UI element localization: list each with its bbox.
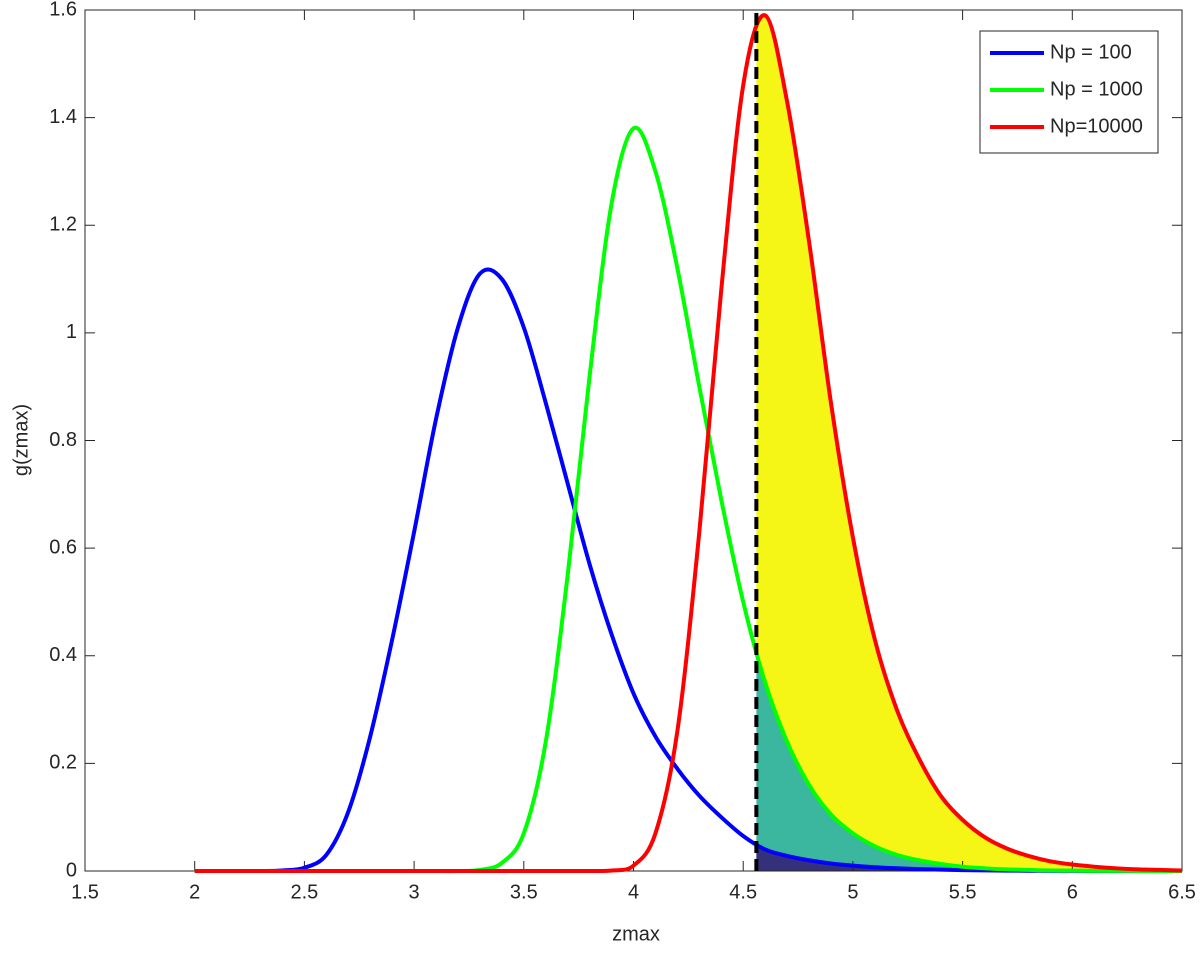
legend-label: Np=10000 xyxy=(1050,115,1143,137)
x-tick-label: 4 xyxy=(628,881,639,903)
x-tick-label: 5 xyxy=(847,881,858,903)
x-tick-label: 2.5 xyxy=(290,881,318,903)
y-tick-label: 1.4 xyxy=(49,106,77,128)
y-tick-label: 0 xyxy=(66,859,77,881)
x-tick-label: 2 xyxy=(189,881,200,903)
series-line xyxy=(194,13,1183,874)
y-tick-label: 0.4 xyxy=(49,644,77,666)
x-tick-label: 3 xyxy=(409,881,420,903)
y-tick-label: 0.6 xyxy=(49,536,77,558)
x-tick-label: 5.5 xyxy=(949,881,977,903)
y-axis-label: g(zmax) xyxy=(10,404,32,476)
tail-area xyxy=(756,15,1182,871)
x-axis-label: zmax xyxy=(612,923,660,945)
y-tick-label: 1.6 xyxy=(49,0,77,20)
legend-label: Np = 100 xyxy=(1050,41,1132,63)
tail-area xyxy=(756,652,1182,871)
tail-area xyxy=(756,844,1182,871)
x-tick-label: 6.5 xyxy=(1168,881,1196,903)
x-tick-label: 6 xyxy=(1067,881,1078,903)
x-tick-label: 1.5 xyxy=(71,881,99,903)
y-tick-label: 1.2 xyxy=(49,214,77,236)
y-tick-label: 0.8 xyxy=(49,429,77,451)
y-tick-label: 1 xyxy=(66,321,77,343)
x-tick-label: 4.5 xyxy=(729,881,757,903)
x-tick-label: 3.5 xyxy=(510,881,538,903)
legend-label: Np = 1000 xyxy=(1050,78,1143,100)
y-tick-label: 0.2 xyxy=(49,752,77,774)
